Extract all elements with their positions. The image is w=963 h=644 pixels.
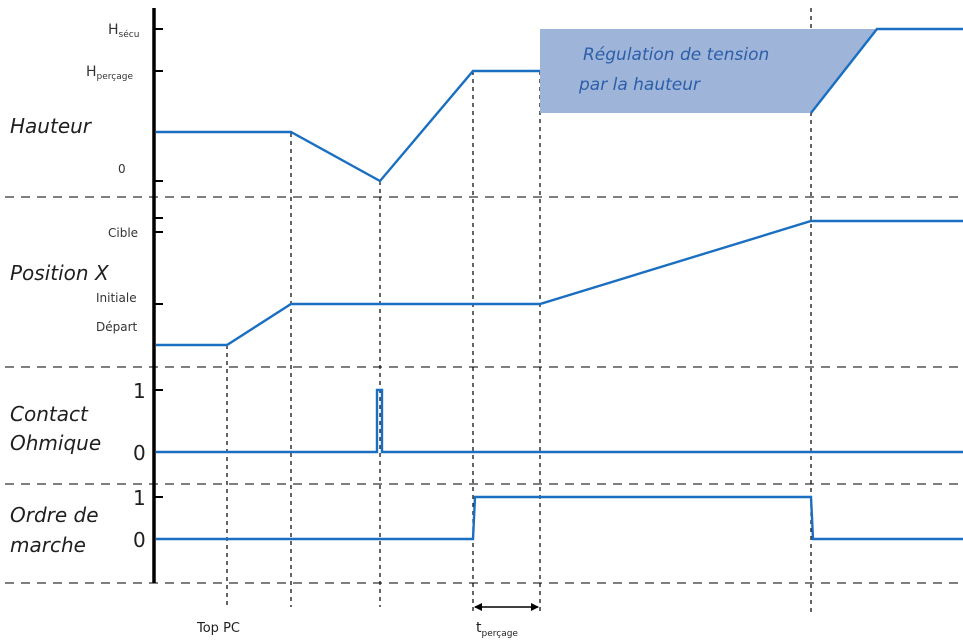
ordre-title-line2: marche xyxy=(10,533,86,557)
contact-level-zero: 0 xyxy=(133,441,146,465)
contact-ohmique-trace xyxy=(156,390,963,452)
level-initiale: Initiale xyxy=(96,291,137,305)
contact-level-one: 1 xyxy=(133,379,146,403)
top-pc-label: Top PC xyxy=(196,621,240,636)
ordre-title-line1: Ordre de xyxy=(10,503,99,527)
position-x-trace xyxy=(156,221,963,345)
contact-title-line2: Ohmique xyxy=(10,431,101,455)
regulation-band-label-line2: par la hauteur xyxy=(578,75,701,95)
level-h-percage: Hperçage xyxy=(86,64,133,82)
hauteur-trace xyxy=(156,71,540,181)
contact-title-line1: Contact xyxy=(10,402,89,426)
level-depart: Départ xyxy=(96,320,138,334)
lane-separators xyxy=(5,197,963,583)
regulation-band-label-line1: Régulation de tension xyxy=(583,45,769,65)
position-x-title: Position X xyxy=(10,261,110,285)
hauteur-title: Hauteur xyxy=(10,114,93,138)
ordre-de-marche-trace xyxy=(156,497,963,539)
ordre-level-one: 1 xyxy=(133,486,146,510)
ordre-level-zero: 0 xyxy=(133,528,146,552)
level-h-secu: Hsécu xyxy=(108,22,139,40)
level-zero-hauteur: 0 xyxy=(118,162,126,176)
level-cible: Cible xyxy=(108,226,138,240)
t-percage-label: tperçage xyxy=(476,620,518,639)
